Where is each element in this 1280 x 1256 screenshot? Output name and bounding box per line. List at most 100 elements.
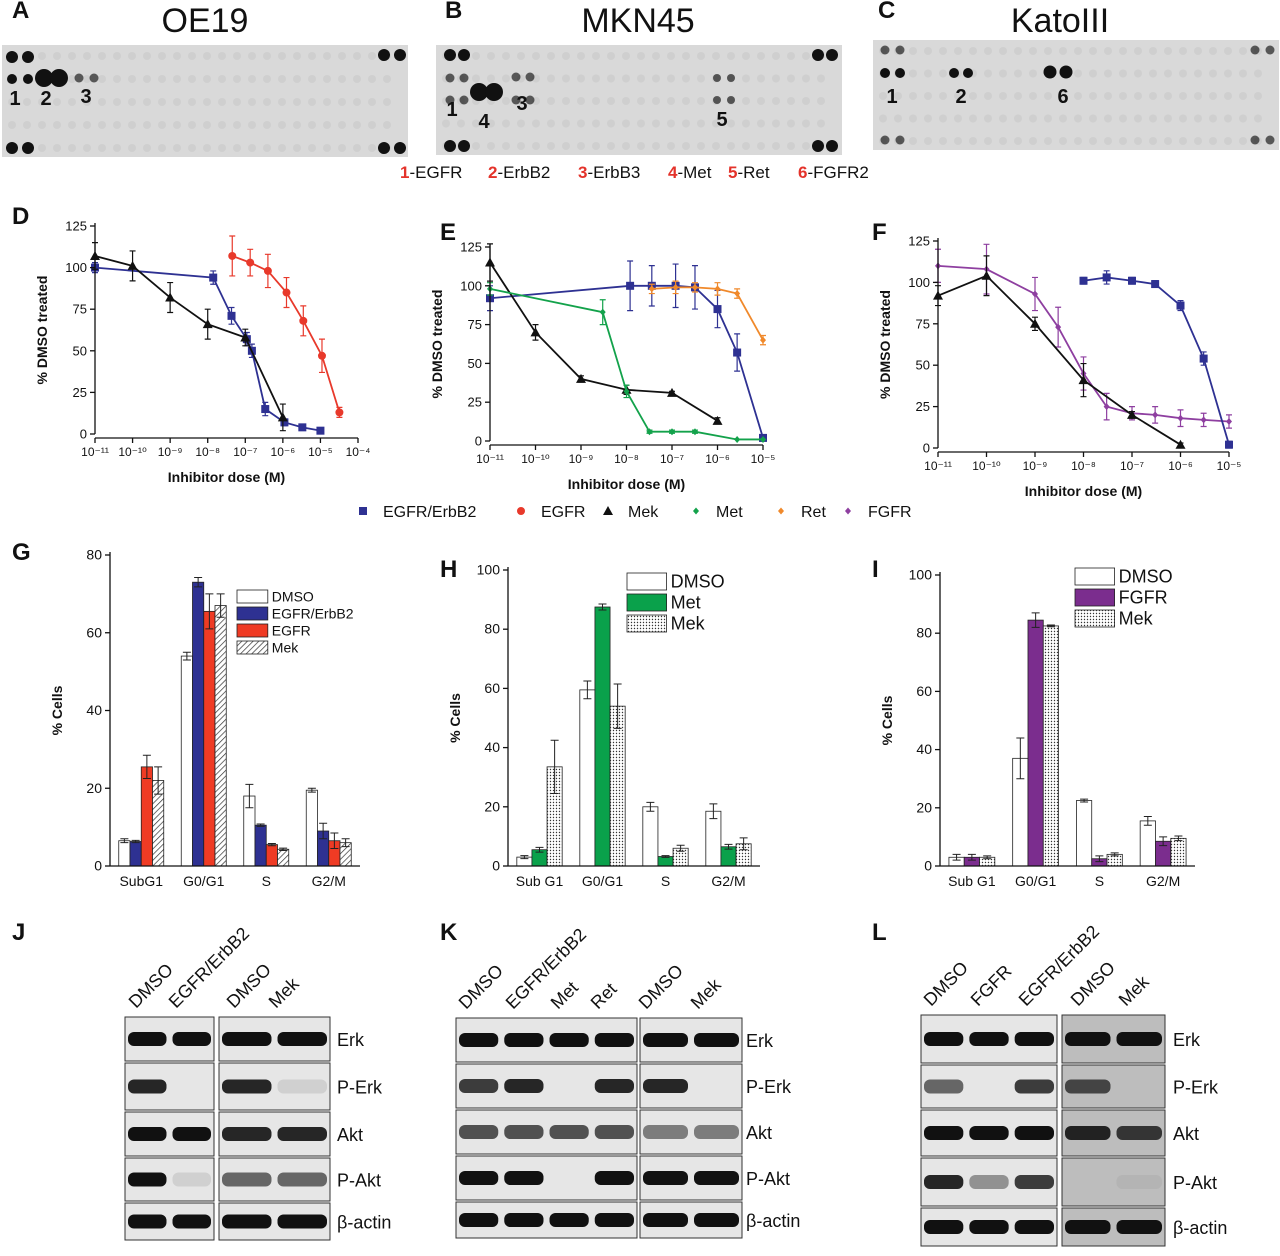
x-tick-label: 10⁻⁷ (1120, 459, 1144, 473)
array-spot (1239, 114, 1247, 123)
legend-marker (603, 506, 613, 515)
array-spot (547, 74, 555, 83)
array-spot (38, 98, 46, 106)
array-spot (727, 74, 735, 82)
y-tick-label: 50 (468, 356, 482, 371)
blot-band (1116, 1032, 1162, 1046)
array-spot (757, 52, 765, 60)
array-spot (1149, 137, 1157, 145)
array-spot (83, 98, 91, 106)
array-spot (394, 142, 406, 154)
legend-label: EGFR (541, 504, 585, 521)
array-spot (68, 121, 76, 129)
array-spot (1074, 69, 1082, 78)
legend-label: DMSO (272, 588, 314, 604)
array-spot (1239, 47, 1247, 55)
array-spot (173, 121, 181, 129)
bar (265, 844, 278, 867)
array-spot (98, 144, 106, 152)
panel-letter: J (12, 919, 25, 946)
y-tick-label: 75 (916, 316, 930, 331)
array-spot (8, 98, 16, 106)
y-tick-label: 0 (492, 858, 500, 874)
array-spot (7, 74, 17, 84)
array-spot (68, 52, 76, 60)
y-tick-label: 80 (484, 621, 500, 637)
legend-label: Mek (628, 504, 659, 521)
spot-number: 2 (40, 88, 51, 110)
panel-letter: I (872, 556, 879, 583)
legend-label: DMSO (1119, 566, 1173, 586)
array-spot (1074, 137, 1082, 145)
array-spot (879, 92, 887, 100)
blot-band (277, 1214, 327, 1229)
x-tick-label: 10⁻⁶ (1168, 459, 1193, 473)
blot-band (969, 1032, 1009, 1046)
blot-band (222, 1079, 272, 1094)
blot-lane-label: Mek (265, 973, 304, 1012)
error-bar (256, 823, 265, 827)
legend-number: 3 (578, 163, 587, 182)
marker (299, 316, 308, 325)
array-spot (607, 97, 615, 105)
array-spot (1209, 137, 1217, 145)
marker (760, 336, 766, 344)
y-tick-label: 25 (468, 395, 482, 410)
blot-row-label: P-Akt (746, 1169, 790, 1189)
x-tick-label: G2/M (1146, 873, 1180, 889)
blot-band (549, 1125, 589, 1139)
array-spot (682, 74, 690, 83)
marker (530, 327, 541, 337)
blot-band (172, 1032, 211, 1046)
x-tick-label: G0/G1 (1015, 873, 1056, 889)
array-spot (802, 52, 810, 60)
x-tick-label: 10⁻¹⁰ (972, 459, 1001, 473)
y-axis-label: % DMSO treated (877, 290, 893, 399)
bar (129, 841, 142, 867)
bar (1076, 800, 1093, 867)
array-spot (233, 75, 241, 83)
blot-lane-label: Mek (1115, 971, 1154, 1010)
array-spot (74, 73, 84, 83)
array-spot (113, 144, 121, 152)
array-spot (353, 75, 361, 83)
array-spot (1149, 114, 1157, 123)
blot-band (924, 1126, 964, 1140)
blot-band (459, 1125, 499, 1139)
blot-band (128, 1079, 167, 1094)
legend-marker (517, 507, 525, 515)
array-spot (622, 52, 630, 60)
array-spot (338, 52, 346, 60)
array-spot (378, 49, 390, 61)
x-tick-label: 10⁻⁵ (1217, 459, 1242, 473)
marker (227, 311, 236, 320)
array-spot (1043, 65, 1057, 79)
array-spot (607, 74, 615, 83)
blot-band (1065, 1079, 1111, 1094)
array-spot (1254, 69, 1262, 78)
array-spot (984, 69, 992, 78)
error-bar (676, 844, 685, 852)
array-spot (98, 75, 106, 83)
x-tick-label: 10⁻¹¹ (81, 445, 109, 459)
legend-name: -FGFR2 (807, 163, 868, 182)
y-tick-label: 0 (80, 427, 87, 442)
array-spot (158, 52, 166, 60)
array-spot (1044, 137, 1052, 145)
x-tick-label: Sub G1 (948, 873, 996, 889)
spot-number: 1 (9, 88, 20, 110)
bar (1170, 837, 1187, 867)
array-spot (682, 119, 690, 128)
fit-line (489, 288, 763, 441)
array-spot (1134, 69, 1142, 78)
array-spot (592, 74, 600, 83)
error-bar (330, 832, 339, 850)
array-spot (458, 49, 470, 61)
array-spot (622, 119, 630, 128)
array-spot (667, 52, 675, 60)
error-bar (1110, 852, 1119, 857)
blot-lane-label: DMSO (920, 958, 972, 1010)
blot-band (504, 1033, 544, 1047)
blot-row-label: Akt (746, 1123, 772, 1143)
array-spot (338, 121, 346, 129)
